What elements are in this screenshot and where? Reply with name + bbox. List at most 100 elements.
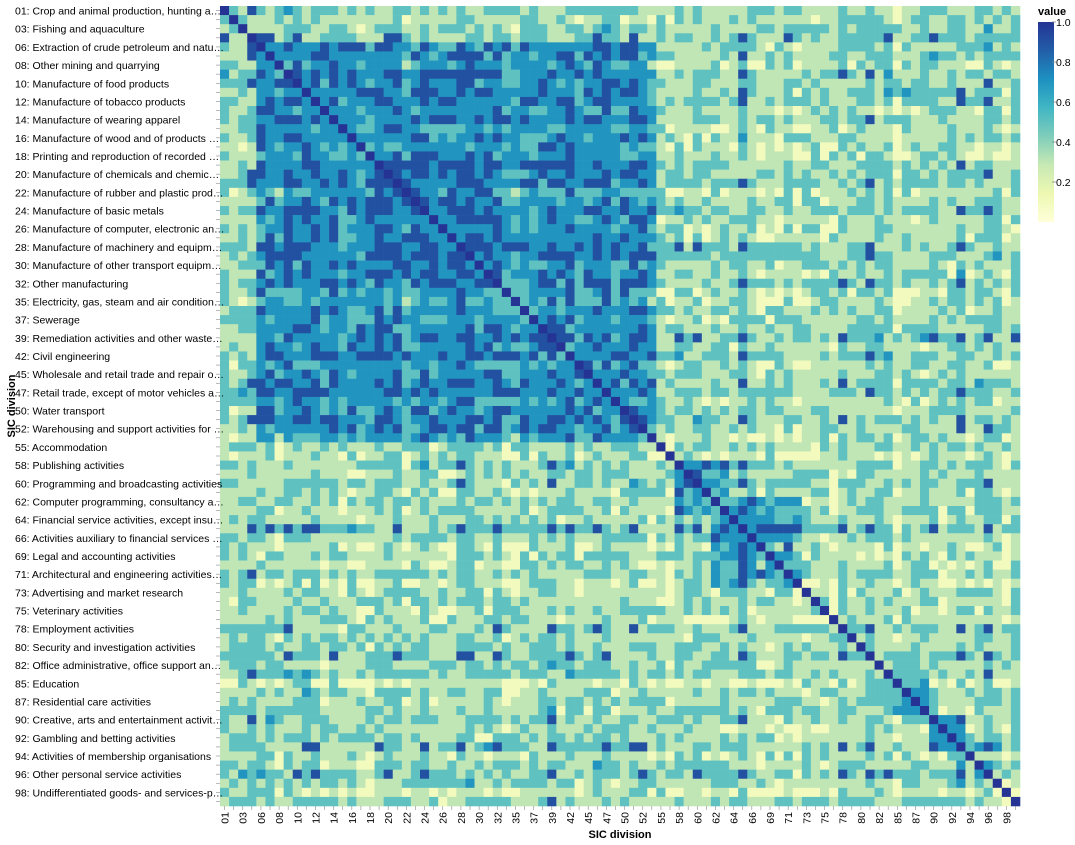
heatmap-cell xyxy=(274,6,284,16)
heatmap-cell xyxy=(483,106,494,116)
heatmap-cell xyxy=(801,460,812,470)
heatmap-cell xyxy=(274,451,284,461)
heatmap-cell xyxy=(529,506,539,516)
heatmap-cell xyxy=(620,360,630,370)
heatmap-cell xyxy=(610,324,621,334)
heatmap-cell xyxy=(947,69,957,80)
heatmap-cell xyxy=(1010,260,1021,270)
heatmap-cell xyxy=(647,378,657,389)
heatmap-cell xyxy=(947,396,957,407)
heatmap-cell xyxy=(956,460,966,470)
heatmap-cell xyxy=(992,33,1003,43)
heatmap-cell xyxy=(465,515,475,525)
heatmap-cell xyxy=(592,60,603,70)
heatmap-cell xyxy=(510,387,521,398)
heatmap-cell xyxy=(283,515,294,525)
heatmap-cell xyxy=(383,242,394,252)
heatmap-cell xyxy=(429,251,439,261)
heatmap-cell xyxy=(401,196,412,207)
heatmap-cell xyxy=(229,142,239,152)
heatmap-cell xyxy=(1001,460,1012,470)
heatmap-cell xyxy=(956,387,966,398)
heatmap-cell xyxy=(701,160,712,170)
heatmap-cell xyxy=(738,506,748,516)
heatmap-cell xyxy=(974,178,984,189)
heatmap-cell xyxy=(656,351,666,361)
heatmap-cell xyxy=(683,15,694,25)
heatmap-cell xyxy=(610,315,621,325)
heatmap-cell xyxy=(1010,187,1021,198)
heatmap-cell xyxy=(320,387,330,398)
heatmap-cell xyxy=(520,396,530,407)
heatmap-cell xyxy=(574,306,584,316)
heatmap-cell xyxy=(592,515,603,525)
heatmap-cell xyxy=(801,124,812,134)
heatmap-cell xyxy=(538,69,548,80)
heatmap-cell xyxy=(520,433,530,443)
heatmap-cell xyxy=(374,378,384,389)
heatmap-cell xyxy=(592,342,603,352)
heatmap-cell xyxy=(292,187,303,198)
heatmap-cell xyxy=(538,406,548,416)
heatmap-cell xyxy=(220,69,230,80)
heatmap-cell xyxy=(456,269,466,280)
heatmap-cell xyxy=(610,51,621,61)
heatmap-cell xyxy=(465,478,475,489)
heatmap-cell xyxy=(738,369,748,380)
heatmap-cell xyxy=(638,360,648,370)
heatmap-cell xyxy=(856,333,866,343)
heatmap-cell xyxy=(874,469,884,480)
heatmap-cell xyxy=(310,287,321,298)
heatmap-cell xyxy=(538,169,548,180)
heatmap-cell xyxy=(420,351,430,361)
heatmap-cell xyxy=(310,306,321,316)
heatmap-cell xyxy=(410,51,421,61)
heatmap-cell xyxy=(1001,315,1012,325)
heatmap-cell xyxy=(783,260,794,270)
heatmap-cell xyxy=(429,324,439,334)
heatmap-cell xyxy=(283,142,294,152)
heatmap-cell xyxy=(892,506,903,516)
heatmap-cell xyxy=(447,142,457,152)
heatmap-cell xyxy=(920,396,930,407)
heatmap-cell xyxy=(938,215,948,225)
heatmap-cell xyxy=(829,133,839,143)
heatmap-cell xyxy=(274,260,284,270)
heatmap-cell xyxy=(310,515,321,525)
heatmap-cell xyxy=(974,406,984,416)
heatmap-cell xyxy=(256,124,266,134)
heatmap-cell xyxy=(301,451,312,461)
heatmap-cell xyxy=(510,469,521,480)
heatmap-cell xyxy=(683,6,694,16)
heatmap-cell xyxy=(920,142,930,152)
heatmap-cell xyxy=(683,24,694,34)
heatmap-cell xyxy=(274,296,284,307)
heatmap-cell xyxy=(829,233,839,243)
heatmap-cell xyxy=(547,496,557,507)
heatmap-cell xyxy=(665,351,675,361)
heatmap-cell xyxy=(865,242,875,252)
heatmap-cell xyxy=(674,342,684,352)
heatmap-cell xyxy=(656,396,666,407)
heatmap-cell xyxy=(465,496,475,507)
heatmap-cell xyxy=(447,260,457,270)
heatmap-cell xyxy=(410,169,421,180)
heatmap-cell xyxy=(347,315,357,325)
heatmap-cell xyxy=(620,215,630,225)
heatmap-cell xyxy=(247,415,257,425)
heatmap-cell xyxy=(256,233,266,243)
heatmap-cell xyxy=(520,6,530,16)
heatmap-cell xyxy=(347,224,357,234)
heatmap-cell xyxy=(292,324,303,334)
heatmap-cell xyxy=(674,433,684,443)
heatmap-cell xyxy=(656,451,666,461)
heatmap-cell xyxy=(310,142,321,152)
heatmap-cell xyxy=(847,224,857,234)
heatmap-cell xyxy=(765,215,775,225)
heatmap-cell xyxy=(820,233,830,243)
heatmap-cell xyxy=(220,506,230,516)
heatmap-cell xyxy=(601,6,612,16)
heatmap-cell xyxy=(356,224,366,234)
heatmap-cell xyxy=(529,269,539,280)
heatmap-cell xyxy=(501,133,512,143)
